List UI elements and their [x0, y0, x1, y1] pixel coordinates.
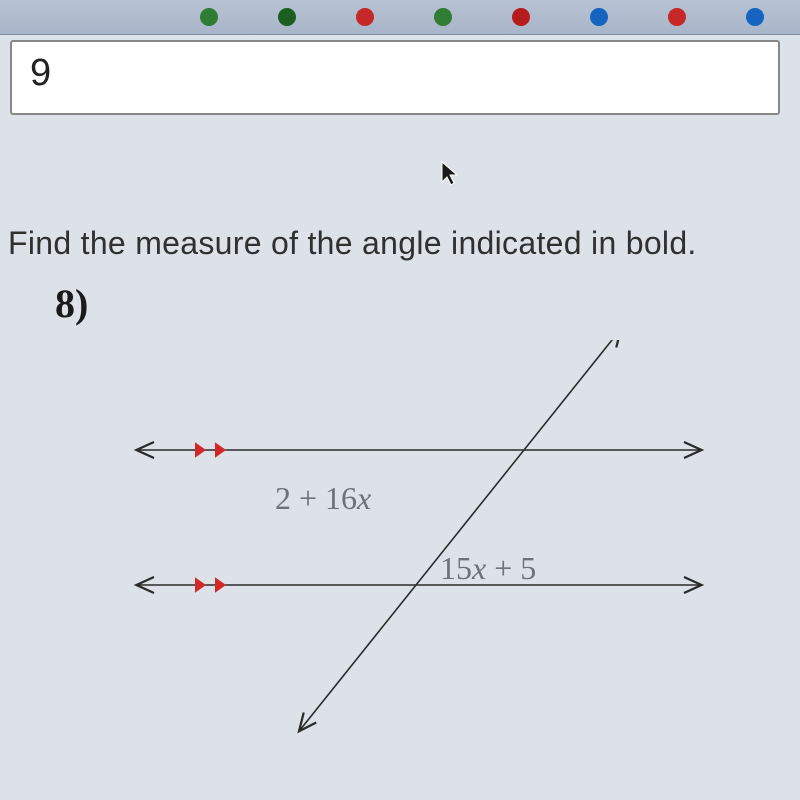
tab-dot [746, 8, 764, 26]
angle-label-1: 2 + 16x [275, 480, 371, 517]
tab-dot [434, 8, 452, 26]
tab-dot [590, 8, 608, 26]
tab-dot [512, 8, 530, 26]
problem-number: 8) [55, 280, 88, 327]
mouse-cursor [440, 160, 460, 188]
answer-value: 9 [30, 52, 51, 94]
tab-dot [278, 8, 296, 26]
browser-top-bar [0, 0, 800, 35]
tab-dots [200, 8, 800, 26]
tab-dot [668, 8, 686, 26]
diagram-svg [60, 340, 740, 740]
angle-label-2: 15x + 5 [440, 550, 536, 587]
tab-dot [200, 8, 218, 26]
question-prompt: Find the measure of the angle indicated … [0, 225, 800, 262]
answer-input[interactable]: 9 [10, 40, 780, 115]
geometry-diagram: 2 + 16x 15x + 5 [60, 340, 740, 740]
tab-dot [356, 8, 374, 26]
